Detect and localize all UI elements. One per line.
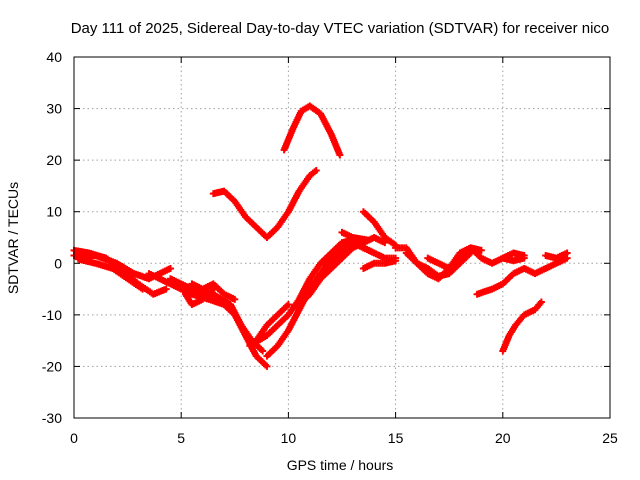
series-markers <box>473 254 571 298</box>
y-tick-label: 20 <box>46 152 62 168</box>
series-s24 <box>542 249 571 262</box>
series-markers <box>280 102 344 159</box>
series-markers <box>402 249 475 280</box>
series-markers <box>74 255 147 293</box>
series-s23 <box>499 254 528 265</box>
series-s20 <box>424 244 485 272</box>
x-tick-label: 25 <box>602 430 618 446</box>
series-s11 <box>252 301 292 345</box>
series-s17 <box>338 228 378 257</box>
series-s19 <box>402 249 475 280</box>
series-markers <box>359 257 400 272</box>
series-s15 <box>359 257 400 272</box>
y-tick-label: -30 <box>42 410 62 426</box>
y-tick-label: 10 <box>46 204 62 220</box>
x-tick-label: 5 <box>177 430 185 446</box>
data-points <box>70 102 571 370</box>
series-s16 <box>359 208 400 249</box>
series-s6 <box>188 280 239 303</box>
series-markers <box>181 285 217 309</box>
grid <box>74 57 610 418</box>
series-markers <box>209 166 320 241</box>
chart-title: Day 111 of 2025, Sidereal Day-to-day VTE… <box>71 20 610 37</box>
series-markers <box>359 208 400 249</box>
ticks: 0 5 10 15 20 25 -30 -20 -10 0 10 20 30 40 <box>42 49 618 446</box>
x-tick-label: 0 <box>70 430 78 446</box>
x-tick-label: 15 <box>388 430 404 446</box>
x-tick-label: 10 <box>281 430 297 446</box>
series-markers <box>295 234 389 309</box>
series-s22 <box>499 298 545 355</box>
y-tick-label: 40 <box>46 49 62 65</box>
y-axis-label: SDTVAR / TECUs <box>5 182 21 294</box>
series-markers <box>424 244 485 272</box>
y-tick-label: 0 <box>54 255 62 271</box>
series-markers <box>499 254 528 265</box>
series-markers <box>542 249 571 262</box>
series-s21 <box>473 254 571 298</box>
x-tick-label: 20 <box>495 430 511 446</box>
series-markers <box>499 298 545 355</box>
y-tick-label: 30 <box>46 101 62 117</box>
series-markers <box>252 301 292 345</box>
plot-frame <box>73 56 611 419</box>
x-axis-label: GPS time / hours <box>287 457 394 473</box>
series-markers <box>338 228 378 257</box>
series-s13 <box>295 234 389 309</box>
series-s7 <box>181 285 217 309</box>
series-s8 <box>209 166 320 241</box>
series-markers <box>188 280 239 303</box>
y-tick-label: -10 <box>42 307 62 323</box>
series-s3 <box>74 255 147 293</box>
series-s9 <box>280 102 344 159</box>
y-tick-label: -20 <box>42 358 62 374</box>
